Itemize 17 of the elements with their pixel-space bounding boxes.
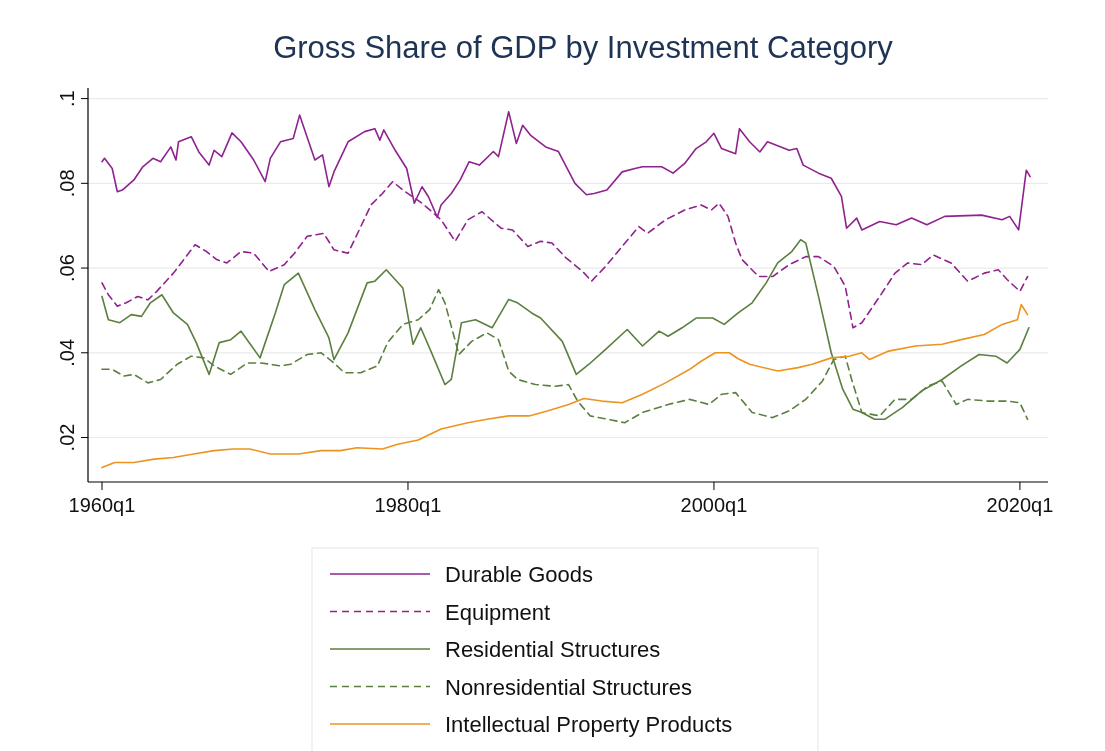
x-tick-label: 2000q1 <box>680 494 748 516</box>
line-series <box>101 303 1029 469</box>
y-tick-label: .06 <box>56 254 78 282</box>
line-series <box>101 238 1030 421</box>
legend-label: Durable Goods <box>445 562 593 587</box>
legend-label: Intellectual Property Products <box>445 712 733 737</box>
legend-label: Residential Structures <box>445 637 661 662</box>
y-tick-label: .1 <box>56 90 78 107</box>
chart-title: Gross Share of GDP by Investment Category <box>273 30 894 65</box>
x-tick-label: 1960q1 <box>68 494 136 516</box>
legend-label: Equipment <box>445 599 551 625</box>
x-tick-label: 1980q1 <box>374 494 442 516</box>
legend-label: Nonresidential Structures <box>445 674 693 700</box>
x-tick-label: 2020q1 <box>986 494 1054 516</box>
y-tick-label: .08 <box>56 169 78 198</box>
y-tick-label: .04 <box>56 338 78 367</box>
y-tick-label: .02 <box>56 423 78 452</box>
